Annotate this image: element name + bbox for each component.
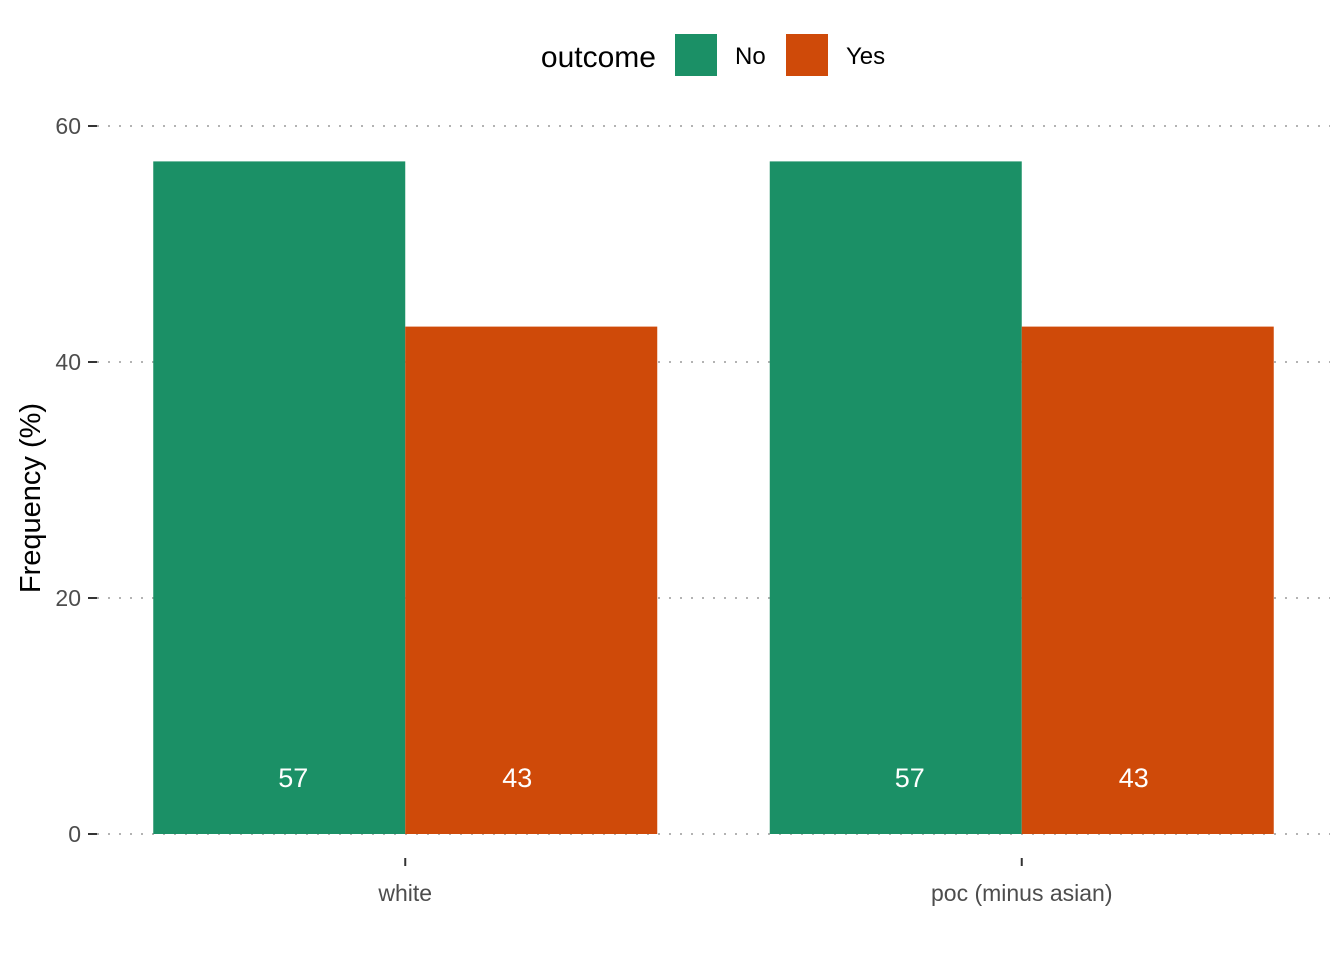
legend-swatch-yes: [786, 34, 828, 76]
bar-no-1: [769, 161, 1022, 834]
bar-yes-1: [1021, 326, 1274, 834]
y-tick-label-40: 40: [55, 349, 81, 375]
y-tick-label-60: 60: [55, 113, 81, 139]
data-label-no-1: 57: [895, 763, 925, 793]
legend-title: outcome: [541, 41, 656, 74]
data-label-no-0: 57: [278, 763, 308, 793]
y-axis-title: Frequency (%): [15, 403, 47, 593]
bar-yes-0: [405, 326, 658, 834]
legend: outcome No Yes: [541, 34, 885, 76]
gridlines: [97, 125, 1330, 835]
x-tick-label-1: poc (minus asian): [931, 880, 1113, 906]
data-label-yes-1: 43: [1119, 763, 1149, 793]
bar-no-0: [153, 161, 406, 834]
y-tick-label-20: 20: [55, 585, 81, 611]
x-tick-label-0: white: [377, 880, 432, 906]
legend-label-no: No: [735, 43, 766, 70]
bars: [153, 161, 1274, 834]
legend-swatch-no: [675, 34, 717, 76]
y-tick-label-0: 0: [68, 821, 81, 847]
data-labels: 57 43 57 43: [278, 763, 1149, 793]
data-label-yes-0: 43: [502, 763, 532, 793]
legend-label-yes: Yes: [846, 43, 885, 70]
axes: 0 20 40 60 white poc (minus asian): [55, 113, 1112, 906]
